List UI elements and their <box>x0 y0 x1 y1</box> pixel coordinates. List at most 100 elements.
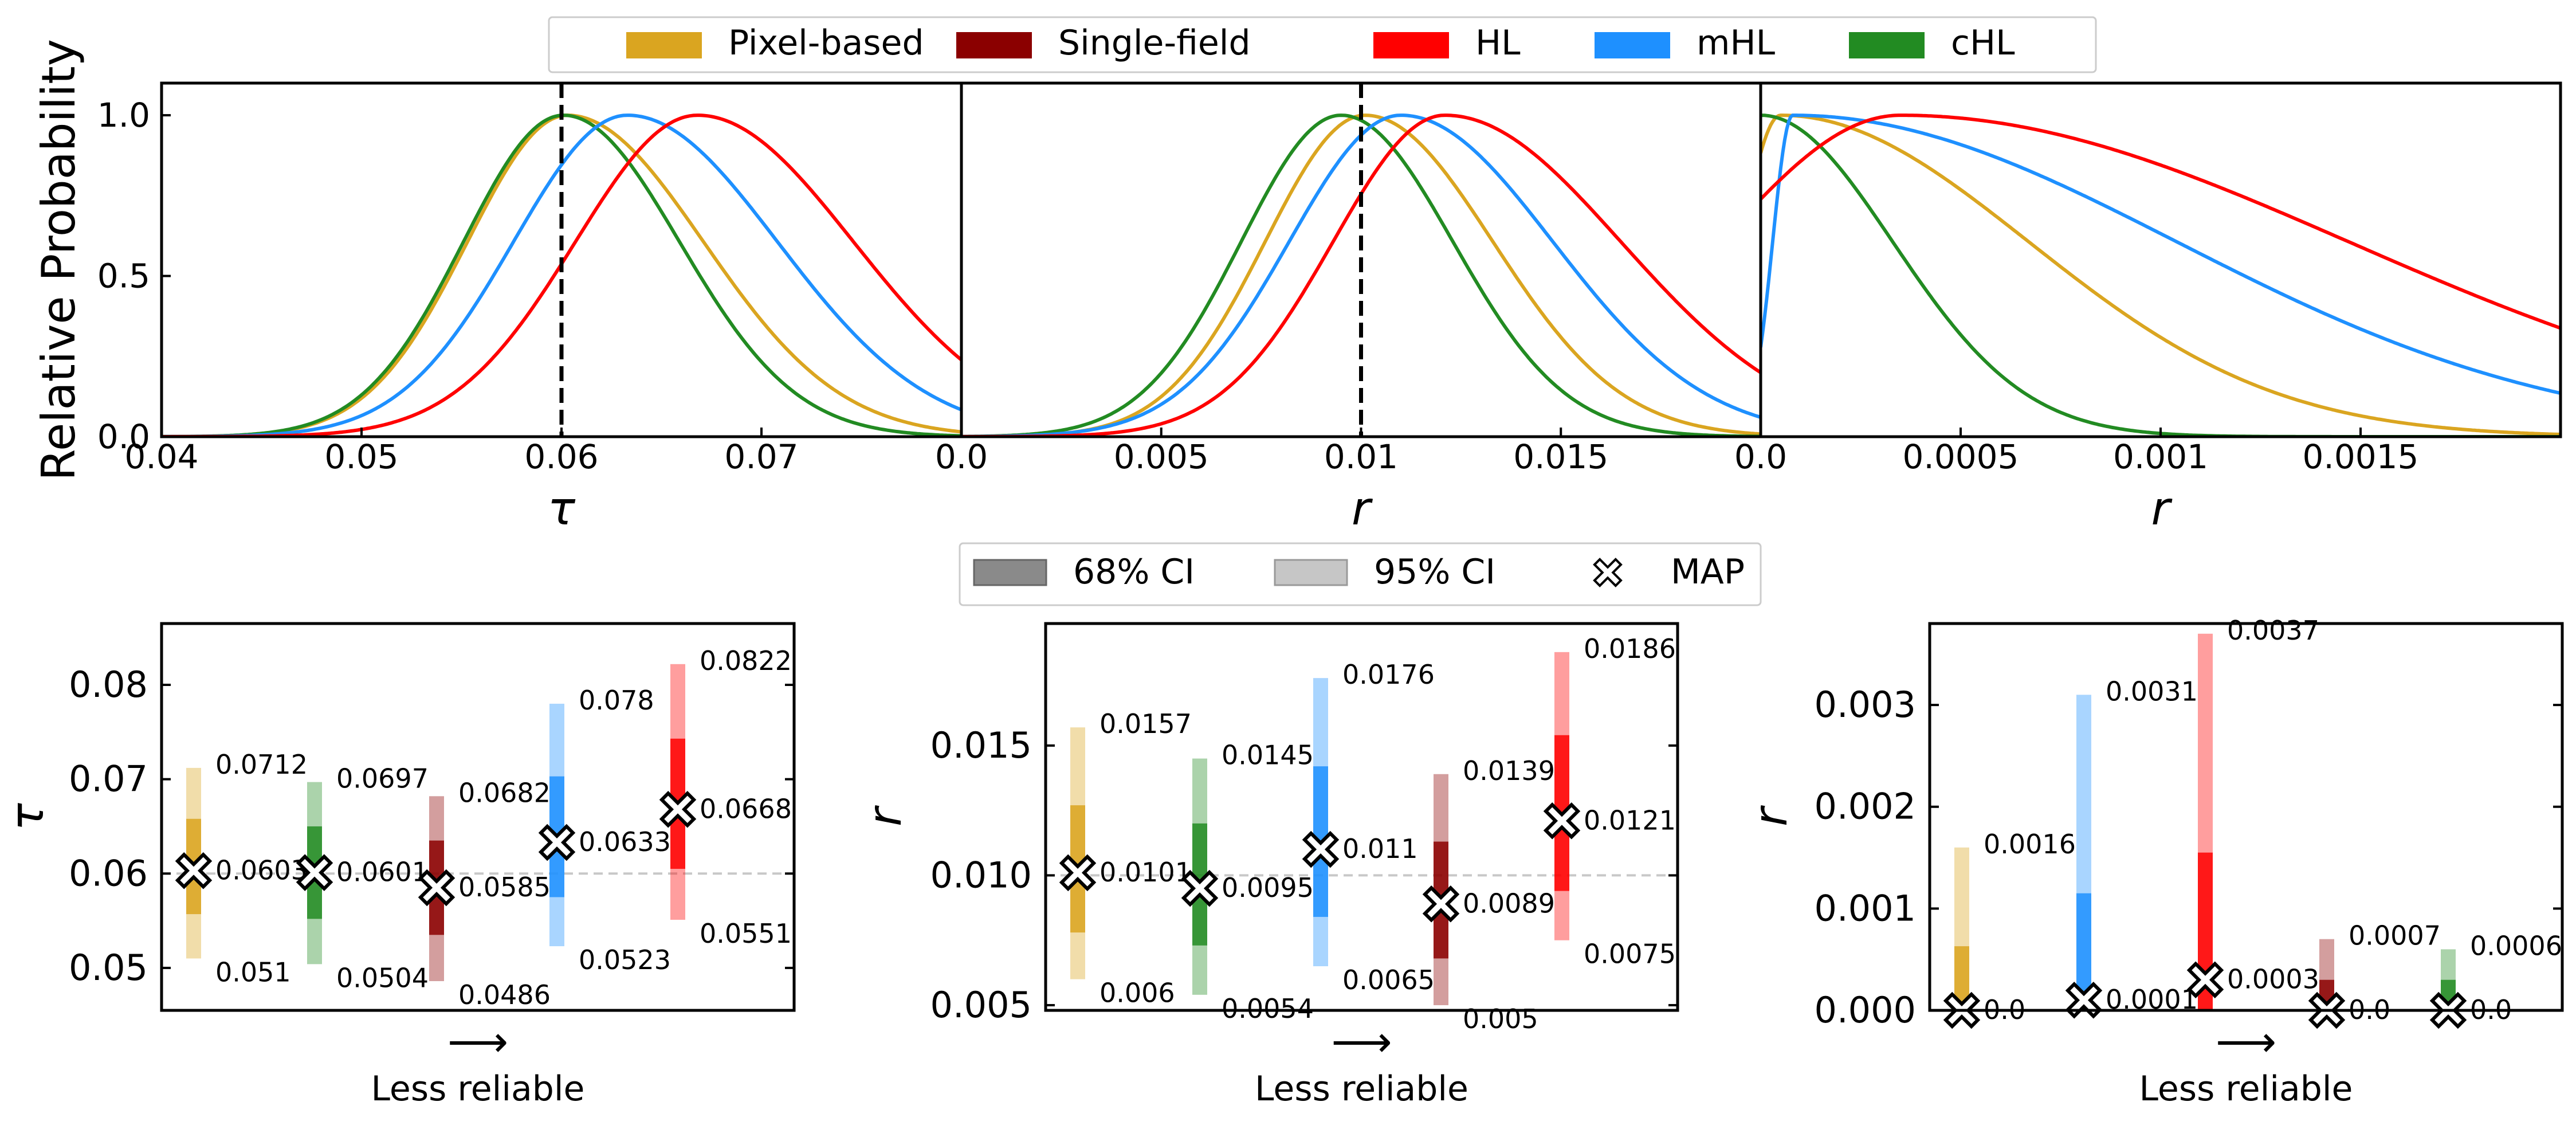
axes-frame <box>1928 622 2564 1012</box>
y-tick-label: 0.001 <box>1815 887 1917 929</box>
map-marker-pixel <box>1059 854 1097 892</box>
map-label-mhl: 0.0633 <box>579 826 671 857</box>
ci95-hi-label-single: 0.0007 <box>2349 920 2441 951</box>
ci95-hi-label-hl: 0.0037 <box>2227 615 2319 646</box>
interval-single: 0.0585 0.0682 0.0486 <box>418 777 551 1010</box>
x-tick-label: 0.05 <box>324 437 398 476</box>
ci95-hi-label-hl: 0.0186 <box>1584 633 1676 664</box>
interval-panel-1: 0.06030.07120.0510.06010.06970.05040.058… <box>1 622 796 1109</box>
curves <box>1761 113 2561 437</box>
interval-panel-2: 0.01010.01570.0060.00950.01450.00540.011… <box>858 622 1679 1109</box>
density-panel-1: 0.04 0.05 0.06 0.07 0.0 0.5 1.0 τ Relative Proba… <box>32 39 963 535</box>
y-tick-label: 0.000 <box>1815 989 1917 1031</box>
interval-hl: 0.0121 0.0186 0.0075 <box>1543 633 1676 970</box>
map-label-mhl: 0.011 <box>1342 833 1418 864</box>
legend-frame <box>548 16 2097 73</box>
ci95-hi-label-pixel: 0.0016 <box>1984 829 2076 860</box>
map-marker-chl <box>296 854 333 891</box>
curve-pixel <box>1761 113 2561 436</box>
x-tick-label: 0.0 <box>1734 437 1787 476</box>
ci-legend: 68% CI 95% CI MAP <box>959 542 1762 606</box>
ci95-lo-label-pixel: 0.006 <box>1099 978 1175 1009</box>
ci95-hi-label-mhl: 0.078 <box>579 685 654 716</box>
map-label-hl: 0.0003 <box>2227 964 2319 995</box>
map-marker-pixel <box>175 852 213 889</box>
ci95-lo-label-mhl: 0.0523 <box>579 944 671 975</box>
map-marker-hl <box>2186 961 2224 998</box>
x-axis-label: Less reliable <box>371 1069 585 1109</box>
map-label-chl: 0.0601 <box>336 857 429 888</box>
legend-label-mhl: mHL <box>1697 23 1776 63</box>
axes-frame <box>160 622 796 1012</box>
ci-legend-frame <box>959 542 1762 606</box>
interval-chl: 0.0601 0.0697 0.0504 <box>296 763 429 993</box>
x-tick-label: 0.01 <box>1324 437 1398 476</box>
ci95-hi-label-single: 0.0682 <box>458 777 551 808</box>
curve-mhl <box>1761 113 2561 395</box>
x-tick-label: 0.005 <box>1114 437 1209 476</box>
ci95-lo-label-hl: 0.0551 <box>700 918 792 949</box>
map-marker-icon <box>1593 558 1623 587</box>
legend-swatch-hl <box>1373 32 1449 58</box>
y-tick-label: 0.0 <box>97 417 150 456</box>
map-marker-single <box>418 869 455 907</box>
density-panel-2: 0.0 0.005 0.01 0.015 r <box>935 81 1762 535</box>
y-tick-label: 0.002 <box>1815 786 1917 828</box>
ci95-lo-label-single: 0.005 <box>1463 1003 1538 1034</box>
y-tick-label: 0.5 <box>97 257 150 296</box>
interval-pixel: 0.0101 0.0157 0.006 <box>1059 708 1192 1009</box>
x-tick-label: 0.07 <box>724 437 798 476</box>
ci95-lo-label-chl: 0.0054 <box>1222 993 1314 1024</box>
y-tick-label: 0.005 <box>930 984 1032 1026</box>
ci95-hi-label-mhl: 0.0176 <box>1342 659 1435 690</box>
ci95-hi-label-chl: 0.0006 <box>2470 930 2562 961</box>
ci95-hi-label-single: 0.0139 <box>1463 755 1555 786</box>
map-marker-mhl <box>538 824 576 861</box>
x-tick-label: 0.04 <box>124 437 198 476</box>
curve-chl <box>961 113 1761 437</box>
x-axis-label: Less reliable <box>1255 1069 1468 1109</box>
legend-label-single: Single-field <box>1058 23 1251 63</box>
interval-single: 0.0089 0.0139 0.005 <box>1422 755 1555 1034</box>
ci68-swatch <box>973 559 1047 586</box>
ci-legend-label-95: 95% CI <box>1374 552 1495 592</box>
map-label-hl: 0.0121 <box>1584 805 1676 836</box>
ci-legend-label-map: MAP <box>1671 552 1745 592</box>
density-panels: 0.04 0.05 0.06 0.07 0.0 0.5 1.0 τ Relative Proba… <box>32 39 2562 535</box>
map-label-single: 0.0089 <box>1463 888 1555 919</box>
ci95-lo-label-single: 0.0486 <box>458 979 551 1010</box>
map-label-pixel: 0.0101 <box>1099 857 1192 888</box>
interval-single: 0.00.0007 <box>2308 920 2441 1029</box>
ci95-hi-label-hl: 0.0822 <box>700 645 792 676</box>
reliability-arrow: ⟶ <box>447 1017 508 1067</box>
ci95-hi-label-pixel: 0.0157 <box>1099 708 1192 739</box>
reliability-arrow: ⟶ <box>1331 1017 1392 1067</box>
ci95-lo-label-chl: 0.0504 <box>336 962 429 993</box>
x-tick-label: 0.0 <box>935 437 988 476</box>
y-tick-label: 0.003 <box>1815 684 1917 726</box>
y-tick-label: 0.07 <box>69 758 148 800</box>
x-tick-label: 0.06 <box>524 437 598 476</box>
interval-panels: 0.06030.07120.0510.06010.06970.05040.058… <box>1 615 2564 1109</box>
ci95-lo-label-mhl: 0.0065 <box>1342 965 1435 995</box>
interval-mhl: 0.011 0.0176 0.0065 <box>1302 659 1435 995</box>
map-label-pixel: 0.0603 <box>215 854 308 885</box>
interval-chl: 0.00.0006 <box>2429 930 2562 1029</box>
x-axis-label: Less reliable <box>2139 1069 2353 1109</box>
map-marker-chl <box>1181 869 1219 907</box>
x-axis-label: r <box>1352 482 1373 535</box>
interval-hl: 0.0003 0.0037 <box>2186 615 2319 1010</box>
x-axis-label: r <box>2151 482 2173 535</box>
reliability-arrow: ⟶ <box>2216 1017 2276 1067</box>
y-tick-label: 0.08 <box>69 664 148 705</box>
legend-label-pixel: Pixel-based <box>728 23 924 63</box>
y-axis-label: Relative Probability <box>32 39 85 481</box>
x-tick-label: 0.0005 <box>1903 437 2019 476</box>
x-tick-label: 0.001 <box>2113 437 2208 476</box>
x-tick-label: 0.0015 <box>2303 437 2419 476</box>
map-label-chl: 0.0095 <box>1222 872 1314 903</box>
ci95-swatch <box>1274 559 1348 586</box>
